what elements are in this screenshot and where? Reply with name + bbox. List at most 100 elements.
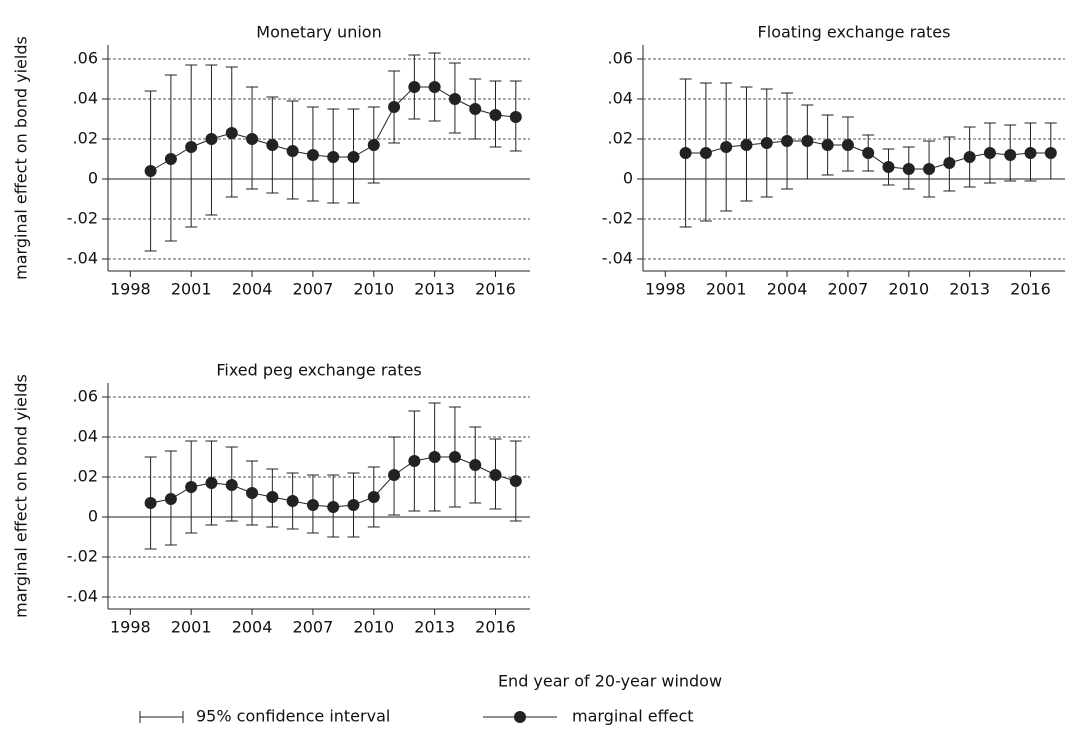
point	[246, 133, 259, 145]
x-tick-label: 2010	[353, 280, 394, 299]
point	[144, 165, 157, 177]
legend: 95% confidence interval marginal effect	[139, 707, 694, 726]
point	[408, 81, 421, 93]
y-tick-label: .06	[608, 49, 633, 68]
point	[841, 139, 854, 151]
x-tick-label: 2004	[232, 280, 273, 299]
point	[327, 501, 340, 513]
point	[164, 493, 177, 505]
point	[902, 163, 915, 175]
y-tick-label: .02	[73, 467, 98, 486]
point	[489, 469, 502, 481]
point	[408, 455, 421, 467]
point	[469, 459, 482, 471]
point	[367, 139, 380, 151]
point	[801, 135, 814, 147]
point	[225, 479, 238, 491]
x-tick-label: 1998	[110, 280, 151, 299]
point	[781, 135, 794, 147]
point	[983, 147, 996, 159]
y-tick-label: -.04	[67, 249, 98, 268]
x-tick-label: 1998	[645, 280, 686, 299]
point	[1044, 147, 1057, 159]
point	[225, 127, 238, 139]
y-tick-label: .04	[73, 427, 98, 446]
panel-title: Floating exchange rates	[758, 23, 951, 42]
point	[679, 147, 692, 159]
point	[205, 133, 218, 145]
x-tick-label: 2001	[171, 280, 212, 299]
point	[205, 477, 218, 489]
x-tick-label: 2007	[293, 618, 334, 637]
point	[943, 157, 956, 169]
y-tick-label: .06	[73, 49, 98, 68]
point	[428, 451, 441, 463]
panel: Fixed peg exchange rates marginal effect …	[12, 361, 530, 637]
y-tick-label: 0	[88, 507, 98, 526]
x-tick-label: 2013	[414, 618, 455, 637]
point	[428, 81, 441, 93]
point	[266, 139, 279, 151]
point	[509, 111, 522, 123]
point	[469, 103, 482, 115]
panel-title: Monetary union	[256, 23, 381, 42]
point	[509, 475, 522, 487]
y-tick-label: -.02	[67, 209, 98, 228]
x-tick-label: 2001	[171, 618, 212, 637]
x-tick-label: 2013	[949, 280, 990, 299]
point	[347, 499, 360, 511]
y-tick-label: -.04	[67, 587, 98, 606]
point	[720, 141, 733, 153]
y-tick-label: -.02	[602, 209, 633, 228]
point	[164, 153, 177, 165]
x-tick-label: 2010	[888, 280, 929, 299]
point	[821, 139, 834, 151]
legend-label: 95% confidence interval	[196, 707, 390, 726]
point	[740, 139, 753, 151]
point	[286, 495, 299, 507]
legend-marker	[514, 711, 526, 723]
point	[489, 109, 502, 121]
x-axis-label: End year of 20-year window	[498, 672, 722, 691]
y-tick-label: .04	[608, 89, 633, 108]
y-axis-label: marginal effect on bond yields	[12, 374, 31, 618]
point	[963, 151, 976, 163]
x-tick-label: 2010	[353, 618, 394, 637]
panel: Monetary union marginal effect on bond yi…	[12, 23, 530, 299]
point	[923, 163, 936, 175]
y-tick-label: .06	[73, 387, 98, 406]
legend-label: marginal effect	[572, 707, 694, 726]
y-tick-label: -.02	[67, 547, 98, 566]
y-tick-label: 0	[88, 169, 98, 188]
y-axis-label: marginal effect on bond yields	[12, 36, 31, 280]
point	[286, 145, 299, 157]
point	[185, 141, 198, 153]
point	[699, 147, 712, 159]
point	[388, 469, 401, 481]
point	[367, 491, 380, 503]
point	[347, 151, 360, 163]
point	[882, 161, 895, 173]
point	[448, 451, 461, 463]
point	[448, 93, 461, 105]
x-tick-label: 1998	[110, 618, 151, 637]
x-tick-label: 2007	[293, 280, 334, 299]
point	[327, 151, 340, 163]
point	[1024, 147, 1037, 159]
x-tick-label: 2004	[232, 618, 273, 637]
point	[862, 147, 875, 159]
point	[306, 499, 319, 511]
y-tick-label: 0	[623, 169, 633, 188]
point	[388, 101, 401, 113]
x-tick-label: 2013	[414, 280, 455, 299]
y-tick-label: .02	[608, 129, 633, 148]
x-tick-label: 2004	[767, 280, 808, 299]
point	[1004, 149, 1017, 161]
point	[185, 481, 198, 493]
x-tick-label: 2016	[475, 618, 516, 637]
y-tick-label: .04	[73, 89, 98, 108]
point	[266, 491, 279, 503]
x-tick-label: 2001	[706, 280, 747, 299]
